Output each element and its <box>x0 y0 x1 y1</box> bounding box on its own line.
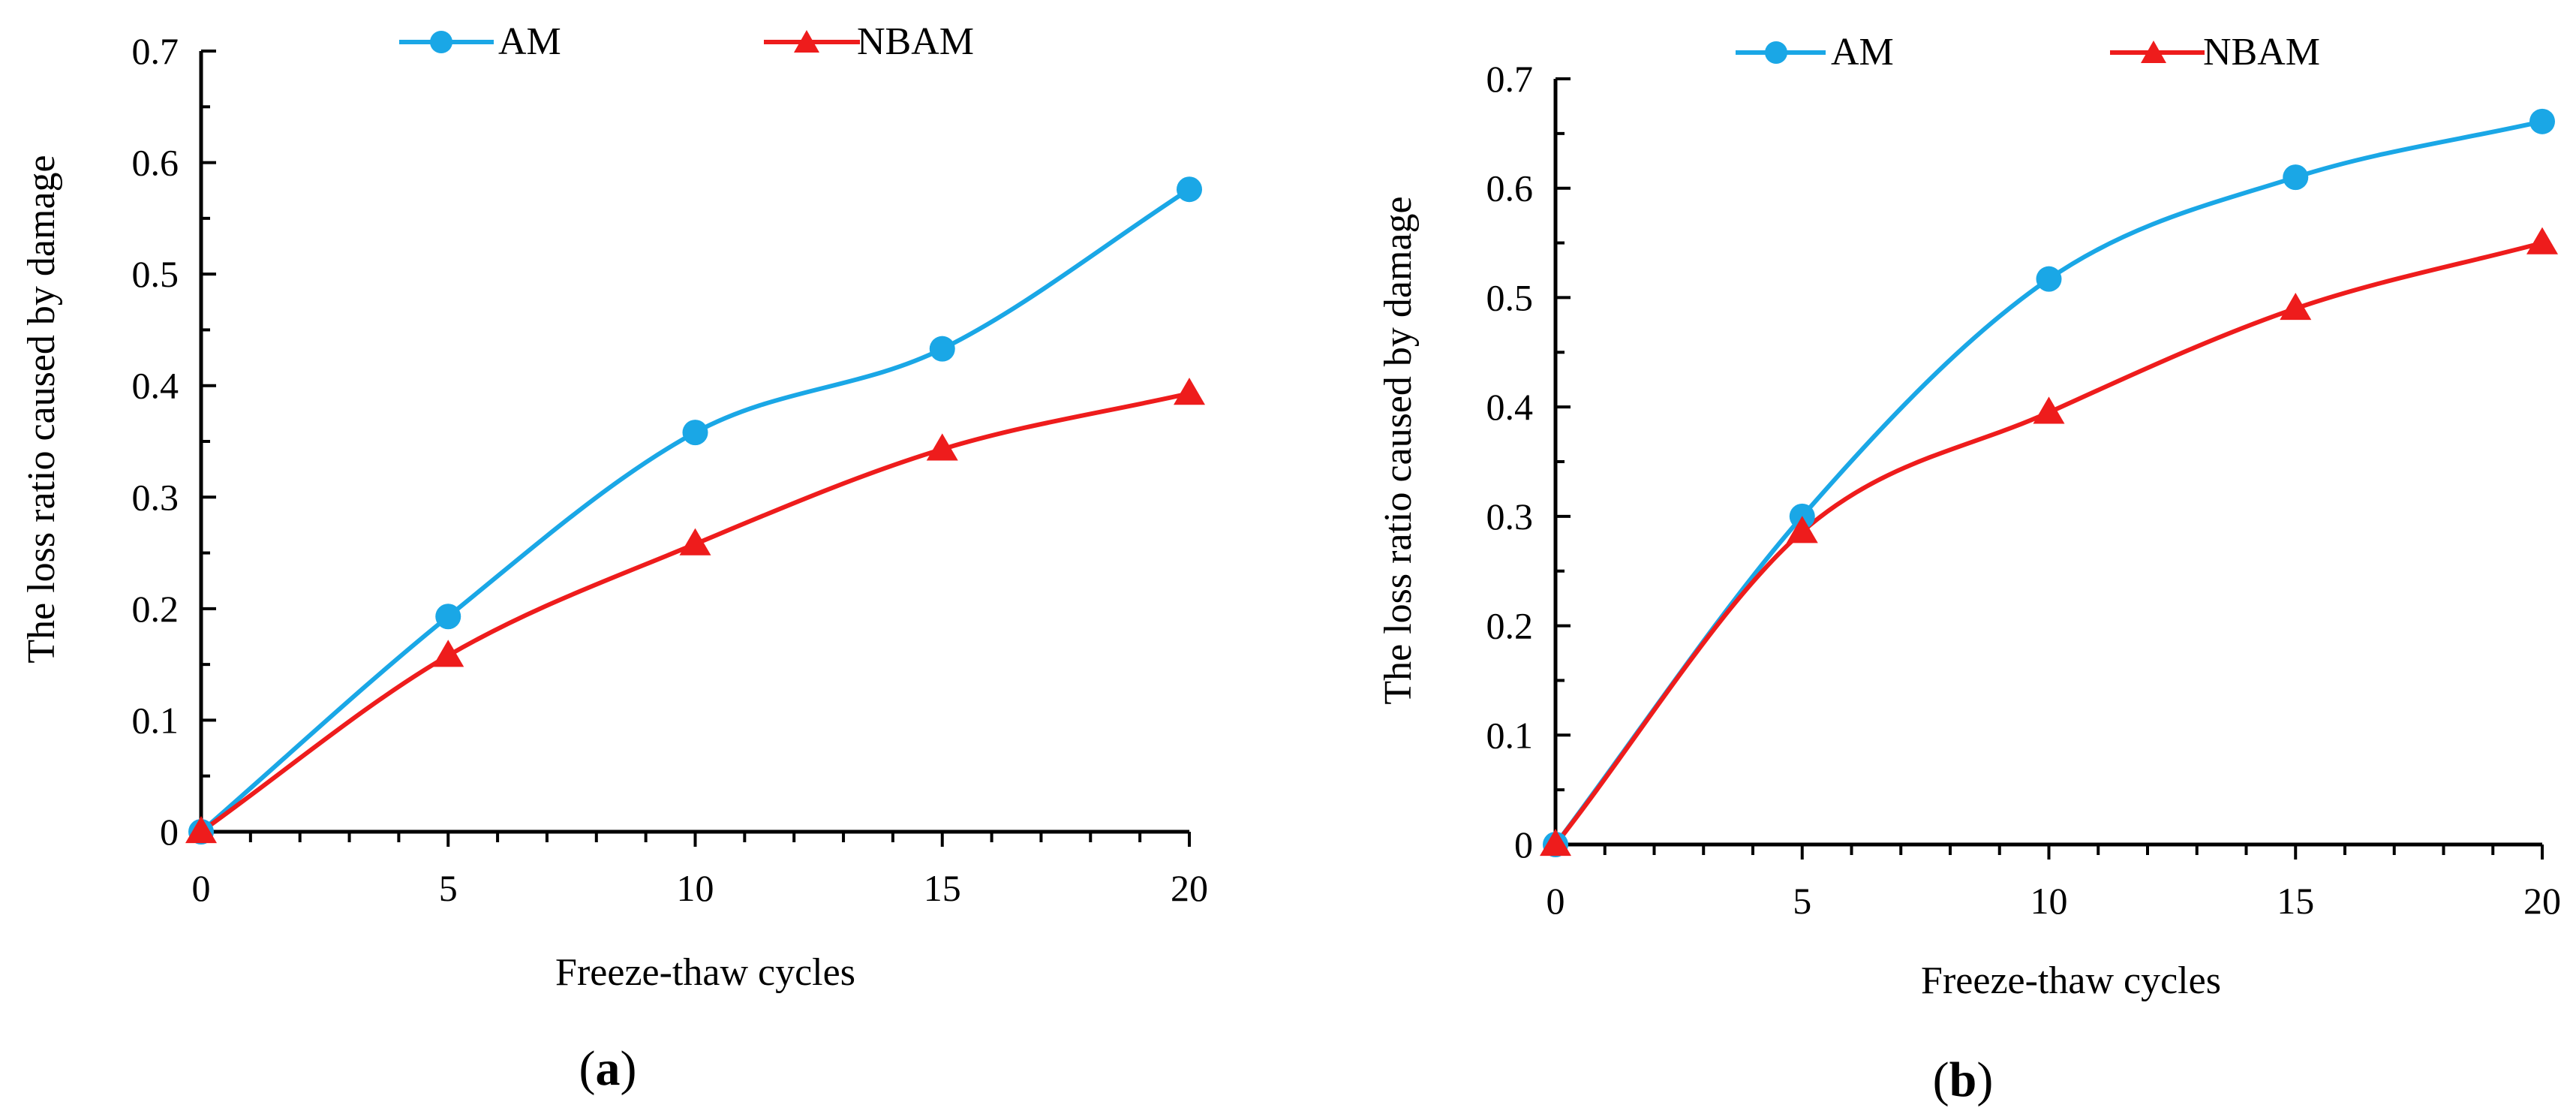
point-am-20 <box>2529 108 2555 134</box>
panel-label-letter-a: a <box>596 1041 621 1096</box>
x-tick-label: 10 <box>677 867 714 909</box>
y-tick-label: 0.2 <box>1486 605 1534 647</box>
x-tick-label: 10 <box>2030 880 2068 922</box>
x-tick-label: 15 <box>924 867 961 909</box>
y-tick-label: 0 <box>1514 823 1533 866</box>
legend-nbam-label: NBAM <box>857 20 974 63</box>
x-tick-label: 5 <box>439 867 458 909</box>
x-tick-label: 15 <box>2277 880 2314 922</box>
point-nbam-10 <box>679 528 711 555</box>
y-tick-label: 0.4 <box>132 365 179 407</box>
x-tick-label: 0 <box>192 867 211 909</box>
point-am-5 <box>435 604 461 630</box>
y-tick-label: 0.1 <box>1486 714 1534 756</box>
point-nbam-0 <box>185 816 217 844</box>
point-am-15 <box>2283 164 2309 191</box>
y-tick-label: 0.6 <box>1486 167 1534 209</box>
x-axis-title-panel-a: Freeze-thaw cycles <box>555 951 855 994</box>
y-tick-label: 0.3 <box>132 476 179 518</box>
legend-nbam-label: NBAM <box>2203 31 2320 74</box>
y-tick-label: 0.2 <box>132 588 179 630</box>
point-nbam-15 <box>926 433 958 461</box>
y-tick-label: 0.5 <box>1486 276 1534 318</box>
y-tick-label: 0.7 <box>132 30 179 72</box>
x-tick-label: 20 <box>2523 880 2561 922</box>
series-line-am-panel-b <box>1553 119 2544 847</box>
point-am-10 <box>682 420 708 446</box>
point-nbam-0 <box>1540 829 1571 857</box>
panel-label-letter-b: b <box>1949 1052 1977 1107</box>
x-axis-title-panel-b: Freeze-thaw cycles <box>1921 959 2221 1002</box>
point-nbam-5 <box>432 640 464 667</box>
point-nbam-10 <box>2033 396 2065 424</box>
panel-label-b: (b) <box>1933 1052 1994 1107</box>
legend-nbam-marker <box>794 30 819 53</box>
y-tick-label: 0.4 <box>1486 386 1534 428</box>
legend-panel-a: AM NBAM <box>399 20 974 63</box>
y-tick-label: 0 <box>160 811 179 853</box>
y-tick-label: 0.6 <box>132 142 179 184</box>
panel-label-a: (a) <box>579 1041 637 1096</box>
legend-panel-b: AM NBAM <box>1736 31 2320 74</box>
point-am-10 <box>2036 266 2062 292</box>
point-nbam-20 <box>2526 227 2558 254</box>
series-line-nbam-panel-a <box>199 391 1192 834</box>
y-tick-label: 0.1 <box>132 699 179 741</box>
legend-am-marker <box>430 31 452 53</box>
y-tick-label: 0.3 <box>1486 495 1534 537</box>
legend-am-label: AM <box>498 20 561 63</box>
point-am-15 <box>929 336 955 362</box>
point-nbam-15 <box>2280 293 2312 321</box>
panel-a: AM NBAM Freeze-thaw cycles The loss rati… <box>20 20 1208 1096</box>
y-tick-label: 0.7 <box>1486 58 1534 100</box>
series-line-am-panel-a <box>199 187 1192 834</box>
panel-b: AM NBAM Freeze-thaw cycles The loss rati… <box>1377 31 2561 1107</box>
legend-am-label: AM <box>1831 31 1894 74</box>
y-axis-title-panel-b: The loss ratio caused by damage <box>1377 196 1420 704</box>
legend-nbam-marker <box>2141 41 2166 63</box>
point-nbam-5 <box>1786 516 1818 543</box>
series-line-nbam-panel-b <box>1553 240 2544 847</box>
y-tick-label: 0.5 <box>132 253 179 295</box>
point-am-20 <box>1177 176 1202 203</box>
legend-am-marker <box>1765 41 1787 64</box>
y-axis-title-panel-a: The loss ratio caused by damage <box>20 155 63 663</box>
x-tick-label: 20 <box>1171 867 1208 909</box>
x-tick-label: 5 <box>1793 880 1811 922</box>
point-nbam-20 <box>1174 378 1205 405</box>
x-tick-label: 0 <box>1547 880 1565 922</box>
